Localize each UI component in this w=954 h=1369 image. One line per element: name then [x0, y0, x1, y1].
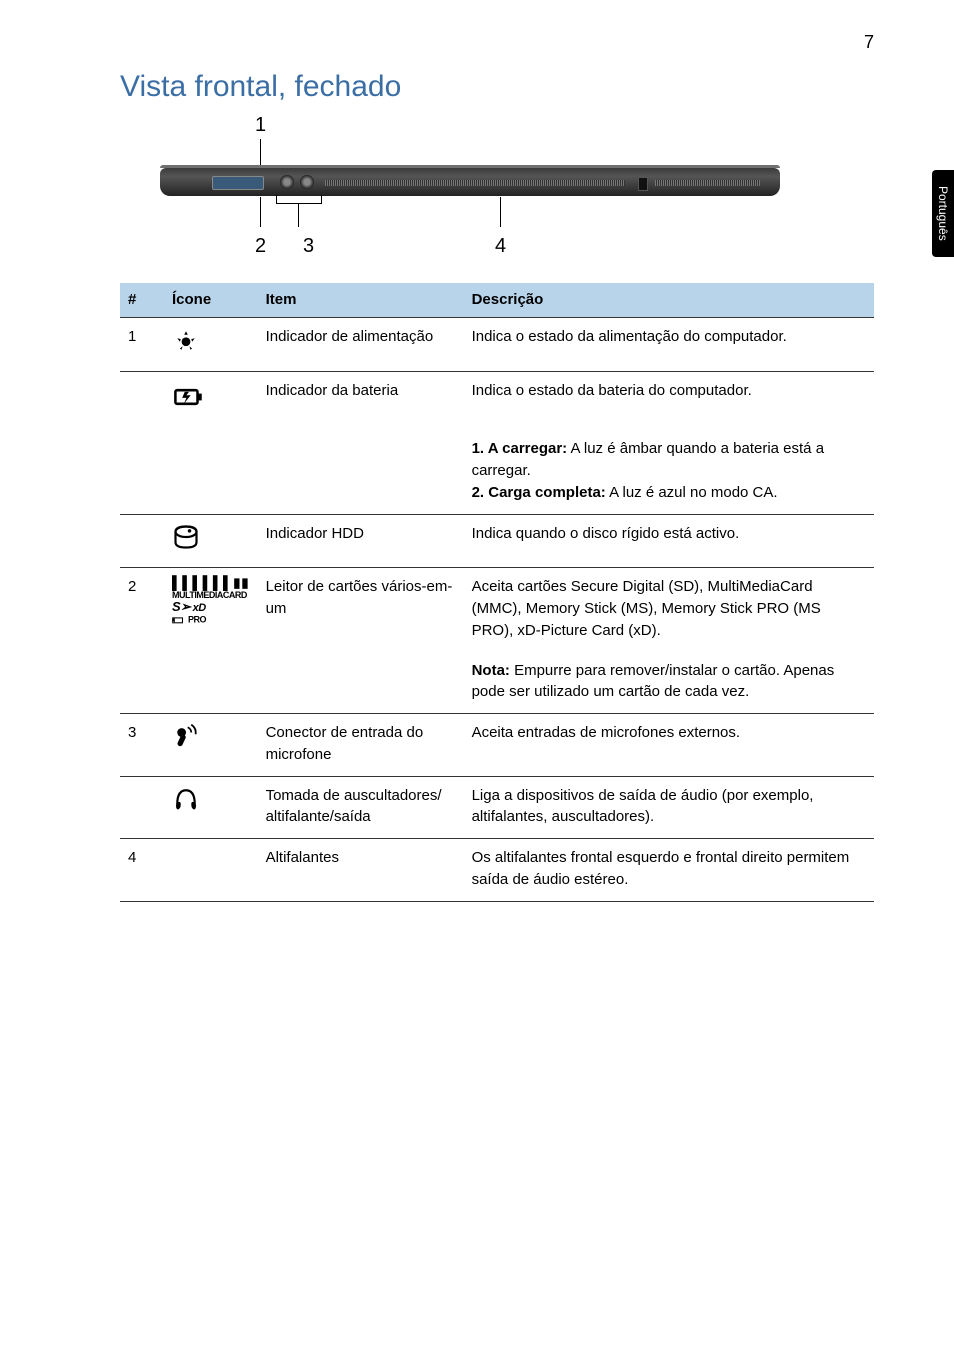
row-item: Conector de entrada do microfone [258, 714, 464, 777]
row-item: Leitor de cartões vários-em-um [258, 568, 464, 652]
table-row: 3 Conector de entrada do microfone Aceit… [120, 714, 874, 777]
row-desc: Indica o estado da alimentação do comput… [464, 317, 874, 371]
row-extra: Nota: Empurre para remover/instalar o ca… [464, 652, 874, 714]
card-reader-icon: ▌▌▌▌▌▌▮▮ MULTIMEDIACARD S➢ xD PRO [164, 568, 258, 652]
callout-2: 2 [255, 235, 266, 258]
hdd-icon [164, 514, 258, 568]
page-number: 7 [864, 32, 874, 53]
row-extra: 1. A carregar: A luz é âmbar quando a ba… [464, 430, 874, 514]
header-item: Item [258, 283, 464, 317]
audio-jack-graphic [300, 175, 314, 189]
row-item: Indicador HDD [258, 514, 464, 568]
speaker-grill-graphic [655, 180, 760, 186]
laptop-front-illustration [160, 165, 874, 235]
front-view-diagram: 1 2 3 4 [160, 114, 874, 263]
row-desc: Liga a dispositivos de saída de áudio (p… [464, 776, 874, 839]
power-led-icon [164, 317, 258, 371]
row-item: Tomada de auscultadores/ altifalante/saí… [258, 776, 464, 839]
microphone-icon [164, 714, 258, 777]
table-header-row: # Ícone Item Descrição [120, 283, 874, 317]
ir-window-graphic [638, 177, 648, 191]
row-desc: Aceita entradas de microfones externos. [464, 714, 874, 777]
callout-1: 1 [255, 114, 266, 137]
table-row: 1. A carregar: A luz é âmbar quando a ba… [120, 430, 874, 514]
header-desc: Descrição [464, 283, 874, 317]
card-slot-graphic [212, 176, 264, 190]
callout-3: 3 [303, 235, 314, 258]
row-item: Altifalantes [258, 839, 464, 902]
row-num: 1 [120, 317, 164, 371]
audio-jack-graphic [280, 175, 294, 189]
row-desc: Indica quando o disco rígido está activo… [464, 514, 874, 568]
page-title: Vista frontal, fechado [120, 70, 874, 104]
table-row: Indicador da bateria Indica o estado da … [120, 371, 874, 430]
row-item: Indicador de alimentação [258, 317, 464, 371]
headphones-icon [164, 776, 258, 839]
language-tab: Português [932, 170, 954, 257]
battery-icon [164, 371, 258, 430]
row-desc: Aceita cartões Secure Digital (SD), Mult… [464, 568, 874, 652]
table-row: Indicador HDD Indica quando o disco rígi… [120, 514, 874, 568]
callout-4: 4 [495, 235, 506, 258]
row-num: 3 [120, 714, 164, 777]
document-page: 7 Português Vista frontal, fechado 1 2 3… [0, 0, 954, 942]
header-icon: Ícone [164, 283, 258, 317]
row-desc: Indica o estado da bateria do computador… [464, 371, 874, 430]
row-num: 2 [120, 568, 164, 652]
speaker-grill-graphic [325, 180, 625, 186]
table-row: 4 Altifalantes Os altifalantes frontal e… [120, 839, 874, 902]
table-row: Tomada de auscultadores/ altifalante/saí… [120, 776, 874, 839]
row-desc: Os altifalantes frontal esquerdo e front… [464, 839, 874, 902]
spec-table: # Ícone Item Descrição 1 Indicador de al… [120, 283, 874, 902]
table-row: Nota: Empurre para remover/instalar o ca… [120, 652, 874, 714]
header-num: # [120, 283, 164, 317]
row-item: Indicador da bateria [258, 371, 464, 430]
table-row: 2 ▌▌▌▌▌▌▮▮ MULTIMEDIACARD S➢ xD PRO Leit… [120, 568, 874, 652]
row-num: 4 [120, 839, 164, 902]
table-row: 1 Indicador de alimentação Indica o esta… [120, 317, 874, 371]
